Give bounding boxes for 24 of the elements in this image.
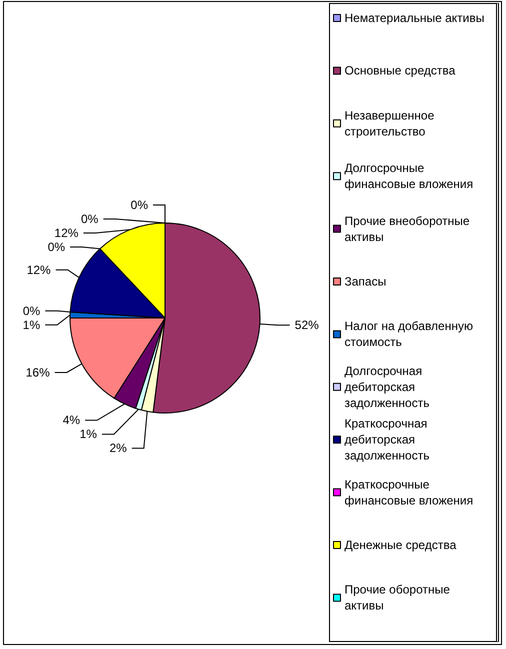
data-label: 2% <box>109 441 128 456</box>
data-label: 4% <box>62 413 80 428</box>
legend-label: Налог на добавленную стоимость <box>344 319 473 350</box>
text: 0% <box>48 240 66 254</box>
legend-label: Прочие внеоборотные активы <box>344 214 470 244</box>
text: 0% <box>22 304 40 318</box>
text: 0% <box>81 212 98 226</box>
legend-label: Основные средства <box>344 64 456 78</box>
legend-label: Долгосрочные финансовые вложения <box>344 161 474 192</box>
data-label: 1% <box>80 427 98 442</box>
legend-label: Запасы <box>344 274 386 288</box>
data-label: 12% <box>54 226 79 240</box>
text: 0% <box>130 198 148 212</box>
legend-label: Нематериальные активы <box>344 11 484 25</box>
data-label: 12% <box>26 262 52 277</box>
data-label: 52% <box>294 318 320 332</box>
legend-label: Денежные средства <box>344 538 457 552</box>
legend-label: Незавершенное строительство <box>344 108 435 138</box>
legend-label: Долгосрочная дебиторская задолженность <box>344 364 430 410</box>
legend-label: Краткосрочные финансовые вложения <box>344 477 474 508</box>
legend-label: Краткосрочная дебиторская задолженность <box>344 416 430 463</box>
data-label: 16% <box>26 365 50 380</box>
data-label: 1% <box>22 318 40 332</box>
legend-label: Прочие оборотные активы <box>344 582 450 613</box>
